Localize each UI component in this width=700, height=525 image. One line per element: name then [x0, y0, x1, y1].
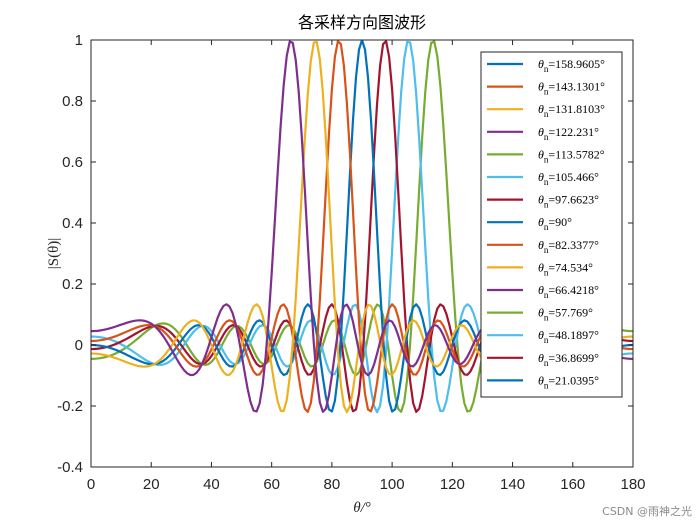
legend-value: =143.1301° — [548, 80, 605, 94]
legend-value: =158.9605° — [548, 57, 605, 71]
x-tick-label: 160 — [560, 476, 585, 493]
axes: 0 20 40 60 80 100 120 140 160 180 -0.4 -0.2 0 0.2 0.4 0… — [57, 32, 645, 493]
legend-symbol: θ — [538, 170, 544, 184]
legend-symbol: θ — [538, 125, 544, 139]
y-tick-label: 0.6 — [62, 154, 83, 171]
legend-subscript: n — [544, 154, 549, 164]
legend-symbol: θ — [538, 147, 544, 161]
legend-entry-4: θn=113.5782° — [538, 147, 605, 164]
x-tick-label: 180 — [620, 476, 645, 493]
legend-value: =90° — [548, 215, 572, 229]
y-tick-label: -0.4 — [57, 459, 83, 476]
legend-symbol: θ — [538, 193, 544, 207]
legend-entry-11: θn=57.769° — [538, 306, 593, 323]
legend-symbol: θ — [538, 215, 544, 229]
legend: θn=158.9605°θn=143.1301°θn=131.8103°θn=1… — [480, 51, 623, 398]
x-tick-label: 140 — [500, 476, 525, 493]
x-axis-label: θ/° — [353, 500, 371, 516]
legend-subscript: n — [544, 222, 549, 232]
legend-entry-13: θn=36.8699° — [538, 351, 599, 368]
watermark-text: CSDN @雨神之光 — [602, 505, 692, 518]
legend-symbol: θ — [538, 260, 544, 274]
x-tick-label: 80 — [324, 476, 341, 493]
legend-entry-12: θn=48.1897° — [538, 328, 599, 345]
legend-entry-8: θn=82.3377° — [538, 238, 599, 255]
legend-value: =48.1897° — [548, 328, 599, 342]
legend-value: =66.4218° — [548, 283, 599, 297]
y-tick-label: 0.8 — [62, 93, 83, 110]
legend-subscript: n — [544, 380, 549, 390]
legend-entry-6: θn=97.6623° — [538, 193, 599, 210]
legend-subscript: n — [544, 313, 549, 323]
legend-value: =36.8699° — [548, 351, 599, 365]
legend-value: =21.0395° — [548, 373, 599, 387]
x-tick-label: 40 — [203, 476, 220, 493]
legend-symbol: θ — [538, 306, 544, 320]
legend-subscript: n — [544, 177, 549, 187]
axes-box — [90, 39, 634, 468]
legend-subscript: n — [544, 64, 549, 74]
x-tick-label: 100 — [380, 476, 405, 493]
legend-symbol: θ — [538, 328, 544, 342]
legend-value: =113.5782° — [548, 147, 604, 161]
y-axis-label: |S(θ)| — [46, 238, 62, 270]
legend-symbol: θ — [538, 80, 544, 94]
legend-value: =97.6623° — [548, 193, 599, 207]
chart-title: 各采样方向图波形 — [298, 13, 426, 32]
y-tick-label: 1 — [75, 32, 83, 49]
legend-subscript: n — [544, 267, 549, 277]
legend-value: =57.769° — [548, 306, 593, 320]
legend-symbol: θ — [538, 373, 544, 387]
legend-symbol: θ — [538, 351, 544, 365]
legend-entry-9: θn=74.534° — [538, 260, 593, 277]
legend-entry-3: θn=122.231° — [538, 125, 599, 142]
legend-symbol: θ — [538, 283, 544, 297]
legend-value: =105.466° — [548, 170, 599, 184]
legend-entry-7: θn=90° — [538, 215, 572, 232]
x-tick-label: 120 — [440, 476, 465, 493]
legend-symbol: θ — [538, 102, 544, 116]
legend-subscript: n — [544, 132, 549, 142]
x-tick-label: 20 — [143, 476, 160, 493]
legend-value: =131.8103° — [548, 102, 605, 116]
legend-entry-2: θn=131.8103° — [538, 102, 605, 119]
legend-entry-0: θn=158.9605° — [538, 57, 605, 74]
y-tick-label: 0 — [75, 337, 83, 354]
x-tick-label: 60 — [263, 476, 280, 493]
legend-entry-1: θn=143.1301° — [538, 80, 605, 97]
legend-subscript: n — [544, 335, 549, 345]
y-tick-label: 0.2 — [62, 276, 83, 293]
legend-symbol: θ — [538, 57, 544, 71]
legend-value: =122.231° — [548, 125, 599, 139]
legend-subscript: n — [544, 358, 549, 368]
legend-entry-10: θn=66.4218° — [538, 283, 599, 300]
x-tick-label: 0 — [87, 476, 95, 493]
legend-subscript: n — [544, 109, 549, 119]
legend-value: =82.3377° — [548, 238, 599, 252]
legend-subscript: n — [544, 290, 549, 300]
legend-entry-5: θn=105.466° — [538, 170, 599, 187]
legend-symbol: θ — [538, 238, 544, 252]
legend-subscript: n — [544, 245, 549, 255]
legend-entry-14: θn=21.0395° — [538, 373, 599, 390]
legend-subscript: n — [544, 200, 549, 210]
y-tick-label: 0.4 — [62, 215, 83, 232]
y-tick-label: -0.2 — [57, 398, 83, 415]
legend-subscript: n — [544, 87, 549, 97]
legend-value: =74.534° — [548, 260, 593, 274]
